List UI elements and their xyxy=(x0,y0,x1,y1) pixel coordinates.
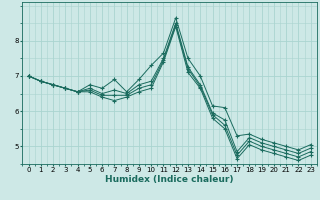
X-axis label: Humidex (Indice chaleur): Humidex (Indice chaleur) xyxy=(105,175,234,184)
